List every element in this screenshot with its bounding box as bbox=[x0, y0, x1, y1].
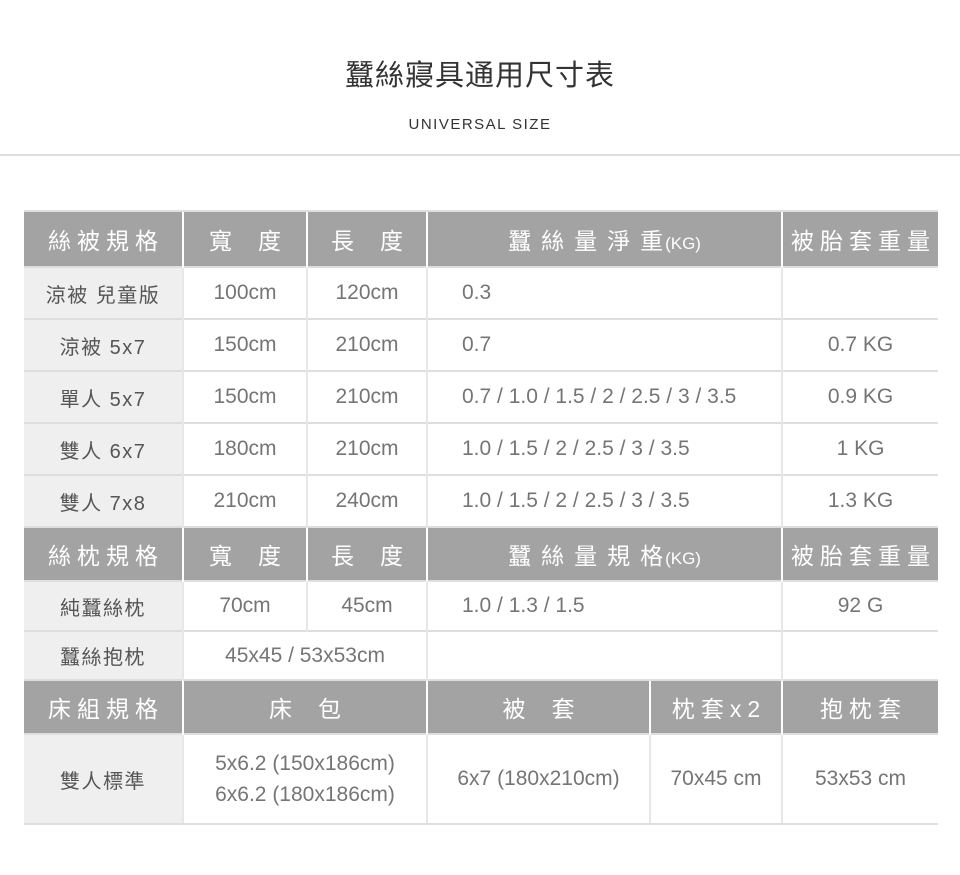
cell-length: 210cm bbox=[306, 318, 427, 371]
cell-length: 240cm bbox=[306, 474, 427, 527]
cell-width: 100cm bbox=[182, 266, 307, 319]
header-duvet-cover-label: 被套 bbox=[502, 696, 601, 722]
header-cover-weight-label: 被胎套重量 bbox=[791, 543, 937, 569]
cell-duvet-cover-size: 6x7 (180x210cm) bbox=[426, 733, 650, 825]
row-label: 雙人 6x7 bbox=[24, 422, 183, 475]
row-label: 雙人 7x8 bbox=[24, 474, 183, 527]
header-width-label: 寬度 bbox=[209, 228, 307, 254]
header-cover-weight: 被胎套重量 bbox=[781, 210, 939, 267]
page-title: 蠶絲寢具通用尺寸表 bbox=[344, 60, 615, 92]
header-cover-weight: 被胎套重量 bbox=[781, 526, 939, 581]
cell-width: 150cm bbox=[182, 318, 307, 371]
table-row-silk-cushion: 蠶絲抱枕 45x45 / 53x53cm bbox=[24, 630, 939, 680]
cell-silk-amount: 1.0 / 1.5 / 2 / 2.5 / 3 / 3.5 bbox=[425, 474, 783, 527]
header-kg-unit: (KG) bbox=[665, 234, 701, 253]
header-width: 寬度 bbox=[182, 526, 307, 581]
cell-fitted-sheet-sizes: 5x6.2 (150x186cm) 6x6.2 (180x186cm) bbox=[182, 733, 427, 825]
page-subtitle: UNIVERSAL SIZE bbox=[408, 116, 552, 133]
table-row-double-6x7: 雙人 6x7 180cm 210cm 1.0 / 1.5 / 2 / 2.5 /… bbox=[24, 422, 939, 475]
header-fitted-sheet: 床包 bbox=[182, 679, 427, 734]
row-label: 單人 5x7 bbox=[24, 370, 183, 423]
row-label: 純蠶絲枕 bbox=[24, 580, 183, 631]
header-pillowcase-x2-label: 枕套x2 bbox=[671, 696, 767, 722]
header-length-label: 長度 bbox=[331, 228, 427, 254]
header-pillow-spec-label: 絲枕規格 bbox=[48, 543, 164, 569]
cell-cover-weight: 0.7 KG bbox=[781, 318, 939, 371]
cell-length: 120cm bbox=[306, 266, 427, 319]
header-silk-spec-weight-label: 蠶絲量規格 bbox=[508, 543, 674, 569]
cell-width: 70cm bbox=[182, 580, 307, 631]
row-label: 雙人標準 bbox=[24, 733, 183, 825]
header-silk-net-weight-label: 蠶絲量淨重 bbox=[508, 228, 674, 254]
header-bedset-spec: 床組規格 bbox=[24, 679, 183, 734]
table-row-double-7x8: 雙人 7x8 210cm 240cm 1.0 / 1.5 / 2 / 2.5 /… bbox=[24, 474, 939, 527]
header-quilt-spec-label: 絲被規格 bbox=[48, 228, 164, 254]
row-label: 涼被 兒童版 bbox=[24, 266, 183, 319]
header-cushion-cover-label: 抱枕套 bbox=[820, 696, 908, 722]
header-quilt-spec: 絲被規格 bbox=[24, 210, 183, 267]
cell-silk-amount: 1.0 / 1.3 / 1.5 bbox=[425, 580, 783, 631]
cell-cover-weight: 1 KG bbox=[781, 422, 939, 475]
quilt-header-row: 絲被規格 寬度 長度 蠶絲量淨重(KG) 被胎套重量 bbox=[24, 210, 939, 267]
cell-cushion-cover-size: 53x53 cm bbox=[781, 733, 939, 825]
fitted-sheet-size-2: 6x6.2 (180x186cm) bbox=[215, 783, 395, 806]
header-length: 長度 bbox=[306, 526, 427, 581]
table-row-quilt-kids: 涼被 兒童版 100cm 120cm 0.3 bbox=[24, 266, 939, 319]
row-label: 涼被 5x7 bbox=[24, 318, 183, 371]
table-row-quilt-5x7: 涼被 5x7 150cm 210cm 0.7 0.7 KG bbox=[24, 318, 939, 371]
table-row-pure-silk-pillow: 純蠶絲枕 70cm 45cm 1.0 / 1.3 / 1.5 92 G bbox=[24, 580, 939, 631]
cell-cover-weight bbox=[781, 630, 939, 680]
cell-width: 180cm bbox=[182, 422, 307, 475]
header-width: 寬度 bbox=[182, 210, 307, 267]
table-row-double-standard: 雙人標準 5x6.2 (150x186cm) 6x6.2 (180x186cm)… bbox=[24, 733, 939, 825]
header-length-label: 長度 bbox=[331, 543, 427, 569]
cell-cover-weight: 0.9 KG bbox=[781, 370, 939, 423]
bedset-header-row: 床組規格 床包 被套 枕套x2 抱枕套 bbox=[24, 679, 939, 734]
cell-pillowcase-size: 70x45 cm bbox=[648, 733, 783, 825]
cell-silk-amount: 1.0 / 1.5 / 2 / 2.5 / 3 / 3.5 bbox=[425, 422, 783, 475]
header-pillowcase-x2: 枕套x2 bbox=[648, 679, 783, 734]
cell-width: 210cm bbox=[182, 474, 307, 527]
cell-silk-amount: 0.3 bbox=[425, 266, 783, 319]
header-silk-spec-weight: 蠶絲量規格(KG) bbox=[425, 526, 783, 581]
cell-silk-amount bbox=[425, 630, 783, 680]
cell-silk-amount: 0.7 / 1.0 / 1.5 / 2 / 2.5 / 3 / 3.5 bbox=[425, 370, 783, 423]
header-cushion-cover: 抱枕套 bbox=[781, 679, 939, 734]
header-kg-unit: (KG) bbox=[665, 549, 701, 568]
header-length: 長度 bbox=[306, 210, 427, 267]
cell-cushion-size: 45x45 / 53x53cm bbox=[182, 630, 427, 680]
cell-length: 45cm bbox=[306, 580, 427, 631]
table-row-single-5x7: 單人 5x7 150cm 210cm 0.7 / 1.0 / 1.5 / 2 /… bbox=[24, 370, 939, 423]
cell-cover-weight: 1.3 KG bbox=[781, 474, 939, 527]
size-table: 絲被規格 寬度 長度 蠶絲量淨重(KG) 被胎套重量 涼被 兒童版 100cm … bbox=[24, 210, 939, 825]
row-label: 蠶絲抱枕 bbox=[24, 630, 183, 680]
header-bedset-spec-label: 床組規格 bbox=[48, 696, 164, 722]
header-width-label: 寬度 bbox=[209, 543, 307, 569]
fitted-sheet-size-1: 5x6.2 (150x186cm) bbox=[215, 752, 395, 775]
header-duvet-cover: 被套 bbox=[426, 679, 650, 734]
header-silk-net-weight: 蠶絲量淨重(KG) bbox=[425, 210, 783, 267]
header-fitted-sheet-label: 床包 bbox=[269, 696, 367, 722]
cell-length: 210cm bbox=[306, 422, 427, 475]
pillow-header-row: 絲枕規格 寬度 長度 蠶絲量規格(KG) 被胎套重量 bbox=[24, 526, 939, 581]
cell-width: 150cm bbox=[182, 370, 307, 423]
cell-silk-amount: 0.7 bbox=[425, 318, 783, 371]
header-cover-weight-label: 被胎套重量 bbox=[791, 228, 937, 254]
header-pillow-spec: 絲枕規格 bbox=[24, 526, 183, 581]
cell-cover-weight bbox=[781, 266, 939, 319]
cell-cover-weight: 92 G bbox=[781, 580, 939, 631]
divider-line bbox=[0, 154, 960, 156]
cell-length: 210cm bbox=[306, 370, 427, 423]
